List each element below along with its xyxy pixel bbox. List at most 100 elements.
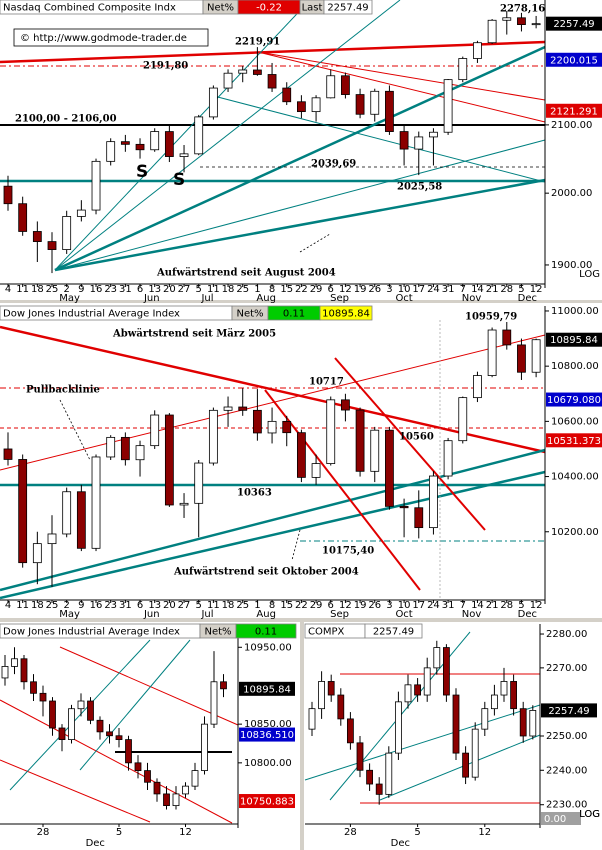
candle-body [517, 344, 526, 373]
x-tick-label: 15 [280, 600, 293, 611]
trendline [304, 704, 541, 781]
x-tick-label: 5 [518, 600, 524, 611]
x-tick-label: 11 [16, 284, 29, 295]
header-net-label: Net% [207, 3, 234, 14]
x-tick-label: 17 [412, 600, 425, 611]
candle-body [125, 739, 132, 764]
candle-body [96, 719, 104, 733]
x-tick-label: 11 [207, 284, 220, 295]
candle-body [49, 700, 56, 729]
header-net-label: Net% [204, 627, 231, 638]
candle-body [47, 533, 57, 545]
candle-body [30, 681, 37, 694]
candle-body [134, 762, 142, 771]
x-tick-label: 6 [328, 600, 334, 611]
candle-body [442, 647, 450, 696]
x-tick-label: 3 [386, 600, 392, 611]
candle-body [282, 87, 292, 103]
trendline [291, 529, 301, 561]
x-tick-label: 5 [196, 600, 202, 611]
header-last: 2257.49 [373, 627, 414, 638]
candle-body [423, 667, 431, 696]
header-box [235, 623, 297, 639]
trendline [9, 639, 151, 791]
x-tick-label: 25 [46, 600, 59, 611]
annotation: 10175,40 [322, 546, 374, 557]
candle-body [296, 101, 306, 113]
x-tick-label: 24 [427, 284, 440, 295]
candle-body [366, 769, 374, 785]
y-tick-label: 11000.00 [551, 306, 599, 317]
candle-body [76, 491, 86, 549]
candle-body [68, 708, 75, 741]
source-label: © http://www.godmode-trader.de [20, 33, 187, 44]
month-label: Sep [330, 293, 349, 304]
annotation: 10363 [237, 488, 272, 499]
candle-body [433, 647, 441, 669]
price-tag [546, 52, 602, 67]
candle-body [39, 692, 47, 702]
candle-body [150, 414, 160, 447]
x-tick-label: 23 [104, 600, 117, 611]
x-tick-label: 12 [339, 600, 352, 611]
month-label: Aug [256, 293, 276, 304]
x-tick-label: 10 [398, 600, 411, 611]
candle-body [296, 432, 306, 478]
price-tag [239, 794, 295, 809]
x-tick-label: 2 [63, 284, 69, 295]
x-tick-label: 25 [236, 600, 249, 611]
candle-body [500, 681, 508, 696]
x-tick-label: 19 [354, 600, 367, 611]
x-tick-label: 31 [119, 600, 132, 611]
trendline [299, 233, 331, 253]
candle-body [58, 727, 66, 741]
x-tick-label: 12 [530, 284, 543, 295]
y-tick-label: 10800.00 [244, 758, 292, 769]
candle-body [91, 456, 101, 549]
x-tick-label: 3 [386, 284, 392, 295]
month-label: Dec [518, 293, 537, 304]
scale-label: LOG [579, 809, 600, 820]
trendline [0, 325, 546, 454]
month-label: Jul [200, 609, 213, 620]
month-label: Dec [518, 609, 537, 620]
month-label: Oct [395, 609, 412, 620]
candle-body [473, 42, 482, 59]
x-tick-label: 11 [207, 600, 220, 611]
candle-body [18, 459, 28, 564]
trendline [59, 399, 91, 461]
candle-body [32, 543, 42, 564]
y-tick-label: 10600.00 [551, 416, 599, 427]
candle-body [120, 436, 130, 461]
candle-body [327, 681, 335, 696]
x-tick-label: 18 [31, 600, 44, 611]
candle-body [318, 681, 326, 710]
annotation: 2039,69 [311, 159, 356, 170]
x-tick-label: 21 [486, 284, 499, 295]
x-tick-label: 19 [354, 284, 367, 295]
candle-body [32, 231, 42, 242]
annotation: Abwärtstrend seit März 2005 [112, 329, 276, 340]
x-tick-label: 6 [137, 284, 143, 295]
annotation: 2278,16 [500, 4, 545, 15]
candle-body [385, 429, 394, 507]
candle-body [308, 708, 316, 730]
candle-body [346, 718, 354, 744]
scale-label: LOG [579, 269, 600, 280]
candle-body [20, 658, 28, 683]
candle-body [462, 752, 470, 778]
price-tag [546, 16, 602, 31]
candle-body [529, 710, 537, 737]
x-tick-label: 25 [236, 284, 249, 295]
x-tick-label: 31 [119, 284, 132, 295]
x-tick-label: 26 [368, 600, 381, 611]
candle-body [223, 72, 233, 89]
x-tick-label: 28 [344, 827, 357, 838]
candle-body [164, 131, 174, 157]
candle-body [429, 475, 438, 529]
price-tag [239, 681, 295, 696]
trendline [334, 357, 486, 531]
scale-label: LOG [579, 809, 600, 820]
candle-body [3, 448, 13, 460]
candle-body [163, 793, 170, 807]
